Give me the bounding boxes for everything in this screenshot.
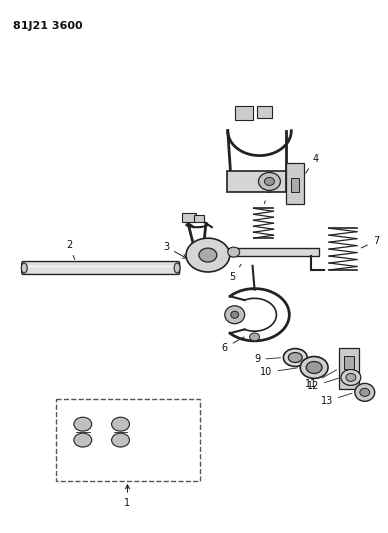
Text: 12: 12 [307,378,338,391]
Text: 4: 4 [306,154,318,173]
Ellipse shape [346,374,356,382]
Ellipse shape [21,263,27,273]
Ellipse shape [283,349,307,367]
Ellipse shape [112,433,130,447]
Text: 81J21 3600: 81J21 3600 [13,21,83,31]
Ellipse shape [225,306,245,324]
Ellipse shape [228,247,240,257]
Bar [339,348,359,389]
Ellipse shape [341,369,361,385]
Ellipse shape [74,417,92,431]
Ellipse shape [288,352,302,362]
Text: 2: 2 [66,240,75,260]
Ellipse shape [360,389,370,397]
Bar [227,171,286,192]
FancyBboxPatch shape [22,262,180,274]
Ellipse shape [258,173,281,190]
Text: 8: 8 [264,185,272,204]
Text: 10: 10 [260,367,298,377]
Ellipse shape [112,417,130,431]
Bar [286,163,304,204]
Bar [256,106,272,118]
Bar [182,213,196,222]
Bar [56,399,200,481]
Ellipse shape [265,177,274,185]
Ellipse shape [231,311,239,318]
Ellipse shape [306,361,322,374]
Text: 9: 9 [255,354,281,365]
Text: 11: 11 [305,370,336,390]
Bar [194,215,204,222]
Text: 5: 5 [230,264,241,282]
Text: 7: 7 [361,236,379,248]
Text: 6: 6 [222,337,244,352]
Bar [228,248,319,256]
Ellipse shape [186,238,230,272]
Ellipse shape [300,357,328,378]
Bar [344,356,354,369]
Ellipse shape [174,263,180,273]
Bar [235,106,253,120]
Ellipse shape [199,248,217,262]
Bar [291,179,299,192]
Text: 13: 13 [321,393,352,406]
Ellipse shape [249,333,260,341]
Ellipse shape [355,383,375,401]
Text: 3: 3 [163,242,187,258]
Text: 1: 1 [125,485,130,508]
Ellipse shape [74,433,92,447]
